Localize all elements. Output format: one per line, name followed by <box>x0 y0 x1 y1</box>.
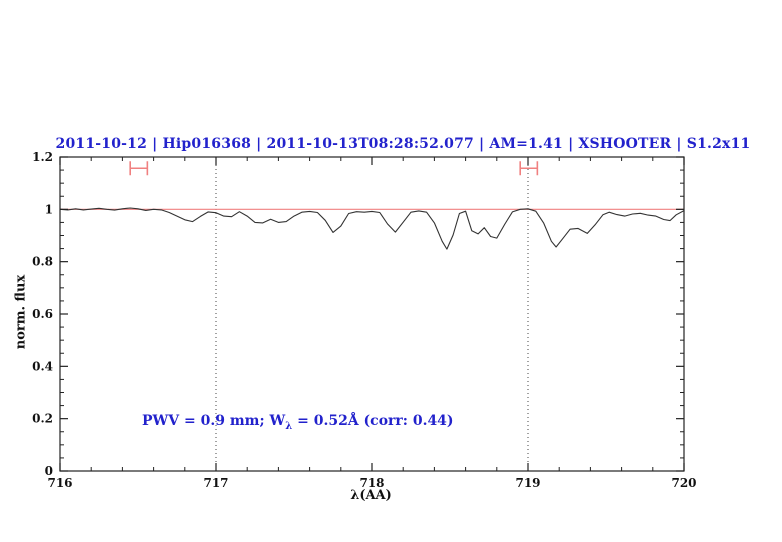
x-tick-label: 719 <box>515 476 540 490</box>
pwv-annotation-prefix: PWV = 0.9 mm; W <box>142 413 286 429</box>
x-tick-label: 716 <box>47 476 72 490</box>
y-tick-label: 0 <box>45 464 53 478</box>
y-tick-label: 0.8 <box>32 255 53 269</box>
y-tick-label: 1 <box>45 202 53 216</box>
y-tick-label: 0.6 <box>32 307 53 321</box>
spectrum-curve <box>59 207 685 250</box>
y-tick-label: 0.4 <box>32 359 53 373</box>
y-tick-label: 1.2 <box>32 150 53 164</box>
plot-title: 2011-10-12 | Hip016368 | 2011-10-13T08:2… <box>55 136 751 152</box>
x-axis-label: λ(AA) <box>350 488 392 503</box>
x-tick-label: 718 <box>359 476 384 490</box>
pwv-annotation-subscript: λ <box>285 420 293 432</box>
pwv-annotation: PWV = 0.9 mm; Wλ = 0.52Å (corr: 0.44) <box>142 413 454 432</box>
x-tick-label: 720 <box>671 476 696 490</box>
pwv-annotation-suffix: = 0.52Å (corr: 0.44) <box>292 413 454 429</box>
y-tick-label: 0.2 <box>32 412 53 426</box>
x-tick-label: 717 <box>203 476 228 490</box>
